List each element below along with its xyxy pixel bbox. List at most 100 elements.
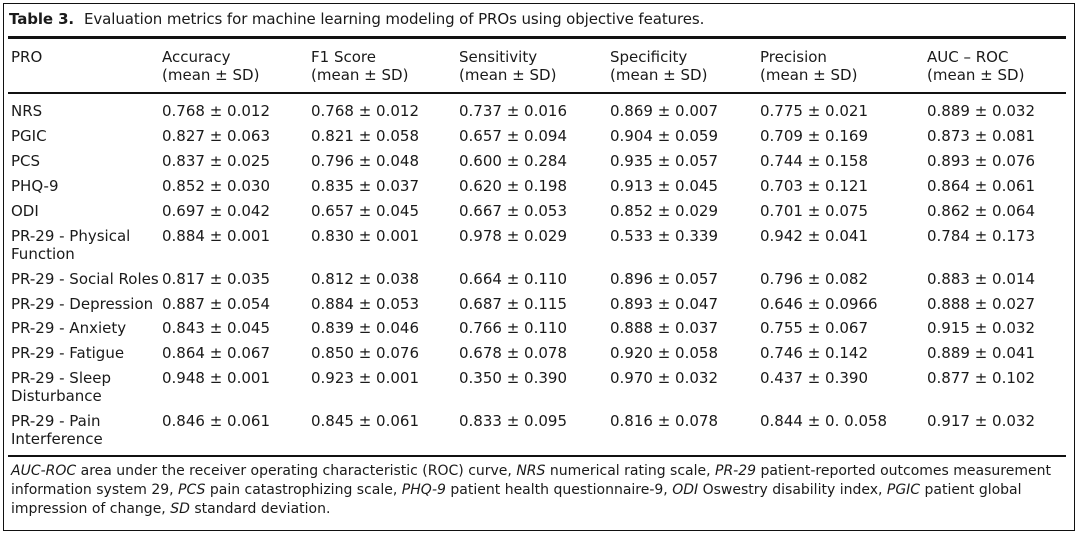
table-cell: 0.915 ± 0.032	[927, 319, 1035, 337]
footnote-definition: patient global impression of change,	[11, 482, 1026, 517]
row-pro-label: PR-29 - Anxiety	[11, 319, 126, 337]
row-pro-label: PGIC	[11, 127, 47, 145]
table-cell: 0.904 ± 0.059	[610, 127, 718, 145]
header-accuracy-line2: (mean ± SD)	[162, 66, 260, 84]
footnote-definition: patient-reported outcomes measurement in…	[11, 463, 1056, 498]
table-cell: 0.864 ± 0.061	[927, 177, 1035, 195]
table-cell: 0.768 ± 0.012	[162, 102, 270, 120]
table-cell: 0.437 ± 0.390	[760, 369, 868, 387]
table-cell: 0.703 ± 0.121	[760, 177, 868, 195]
table-cell: 0.766 ± 0.110	[459, 319, 567, 337]
table-cell: 0.920 ± 0.058	[610, 344, 718, 362]
table-cell: 0.755 ± 0.067	[760, 319, 868, 337]
table-cell: 0.746 ± 0.142	[760, 344, 868, 362]
table-cell: 0.935 ± 0.057	[610, 152, 718, 170]
header-pro-line1: PRO	[11, 48, 43, 66]
table-cell: 0.883 ± 0.014	[927, 270, 1035, 288]
table-cell: 0.917 ± 0.032	[927, 412, 1035, 430]
row-pro-line2: Function	[11, 245, 75, 263]
row-pro-label: PR-29 - Fatigue	[11, 344, 124, 362]
row-pro-label: PHQ-9	[11, 177, 59, 195]
table-cell: 0.664 ± 0.110	[459, 270, 567, 288]
row-pro-line1: PGIC	[11, 127, 47, 145]
header-auc-roc-line2: (mean ± SD)	[927, 66, 1025, 84]
header-sensitivity: Sensitivity (mean ± SD)	[459, 48, 556, 84]
row-pro-line1: ODI	[11, 202, 39, 220]
table-cell: 0.678 ± 0.078	[459, 344, 567, 362]
table-cell: 0.796 ± 0.082	[760, 270, 868, 288]
table-cell: 0.837 ± 0.025	[162, 152, 270, 170]
table-cell: 0.768 ± 0.012	[311, 102, 419, 120]
table-cell: 0.646 ± 0.0966	[760, 295, 878, 313]
header-sensitivity-line2: (mean ± SD)	[459, 66, 557, 84]
row-pro-line1: PR-29 - Pain	[11, 412, 101, 430]
table-cell: 0.843 ± 0.045	[162, 319, 270, 337]
header-auc-roc-line1: AUC – ROC	[927, 48, 1009, 66]
top-rule	[8, 36, 1066, 39]
table-cell: 0.970 ± 0.032	[610, 369, 718, 387]
table-cell: 0.812 ± 0.038	[311, 270, 419, 288]
footnote-definition: patient health questionnaire-9,	[445, 482, 673, 498]
footnote-abbreviation: AUC-ROC	[11, 463, 77, 479]
table-cell: 0.620 ± 0.198	[459, 177, 567, 195]
row-pro-label: PCS	[11, 152, 40, 170]
footnote-abbreviation: SD	[170, 501, 190, 517]
row-pro-line1: PHQ-9	[11, 177, 59, 195]
header-f1-line1: F1 Score	[311, 48, 376, 66]
table-title: Evaluation metrics for machine learning …	[84, 10, 705, 28]
table-cell: 0.884 ± 0.001	[162, 227, 270, 245]
row-pro-label: PR-29 - Social Roles	[11, 270, 159, 288]
header-precision-line1: Precision	[760, 48, 827, 66]
footnote-abbreviation: PHQ-9	[401, 482, 446, 498]
header-specificity: Specificity (mean ± SD)	[610, 48, 707, 84]
table-cell: 0.830 ± 0.001	[311, 227, 419, 245]
table-cell: 0.817 ± 0.035	[162, 270, 270, 288]
table-cell: 0.884 ± 0.053	[311, 295, 419, 313]
table-cell: 0.833 ± 0.095	[459, 412, 567, 430]
table-cell: 0.896 ± 0.057	[610, 270, 718, 288]
table-cell: 0.697 ± 0.042	[162, 202, 270, 220]
footnote-abbreviation: PR-29	[715, 463, 757, 479]
table-cell: 0.846 ± 0.061	[162, 412, 270, 430]
header-precision: Precision (mean ± SD)	[760, 48, 857, 84]
table-frame	[3, 3, 1075, 531]
table-cell: 0.913 ± 0.045	[610, 177, 718, 195]
row-pro-line1: PR-29 - Sleep	[11, 369, 111, 387]
row-pro-label: ODI	[11, 202, 39, 220]
table-cell: 0.657 ± 0.094	[459, 127, 567, 145]
header-precision-line2: (mean ± SD)	[760, 66, 858, 84]
header-rule	[8, 92, 1066, 94]
table-cell: 0.887 ± 0.054	[162, 295, 270, 313]
header-sensitivity-line1: Sensitivity	[459, 48, 538, 66]
table-cell: 0.827 ± 0.063	[162, 127, 270, 145]
footnote-abbreviation: PCS	[178, 482, 206, 498]
table-cell: 0.533 ± 0.339	[610, 227, 718, 245]
row-pro-line2: Interference	[11, 430, 103, 448]
table-cell: 0.877 ± 0.102	[927, 369, 1035, 387]
table-cell: 0.864 ± 0.067	[162, 344, 270, 362]
table-cell: 0.942 ± 0.041	[760, 227, 868, 245]
table-cell: 0.852 ± 0.029	[610, 202, 718, 220]
table-cell: 0.852 ± 0.030	[162, 177, 270, 195]
table-cell: 0.850 ± 0.076	[311, 344, 419, 362]
row-pro-line1: NRS	[11, 102, 43, 120]
row-pro-label: PR-29 - Depression	[11, 295, 153, 313]
table-cell: 0.600 ± 0.284	[459, 152, 567, 170]
table-cell: 0.657 ± 0.045	[311, 202, 419, 220]
header-accuracy: Accuracy (mean ± SD)	[162, 48, 259, 84]
footnote-definition: pain catastrophizing scale,	[205, 482, 402, 498]
table-cell: 0.873 ± 0.081	[927, 127, 1035, 145]
table-caption: Table 3. Evaluation metrics for machine l…	[9, 10, 704, 28]
header-pro: PRO	[11, 48, 42, 66]
row-pro-label: PR-29 - Physical Function	[11, 227, 130, 263]
table-cell: 0.948 ± 0.001	[162, 369, 270, 387]
table-cell: 0.667 ± 0.053	[459, 202, 567, 220]
header-f1-line2: (mean ± SD)	[311, 66, 409, 84]
footnote-definition: numerical rating scale,	[545, 463, 716, 479]
table-cell: 0.796 ± 0.048	[311, 152, 419, 170]
table-cell: 0.888 ± 0.027	[927, 295, 1035, 313]
bottom-rule	[8, 455, 1066, 457]
table-number: Table 3.	[9, 10, 75, 28]
table-cell: 0.775 ± 0.021	[760, 102, 868, 120]
table-cell: 0.888 ± 0.037	[610, 319, 718, 337]
